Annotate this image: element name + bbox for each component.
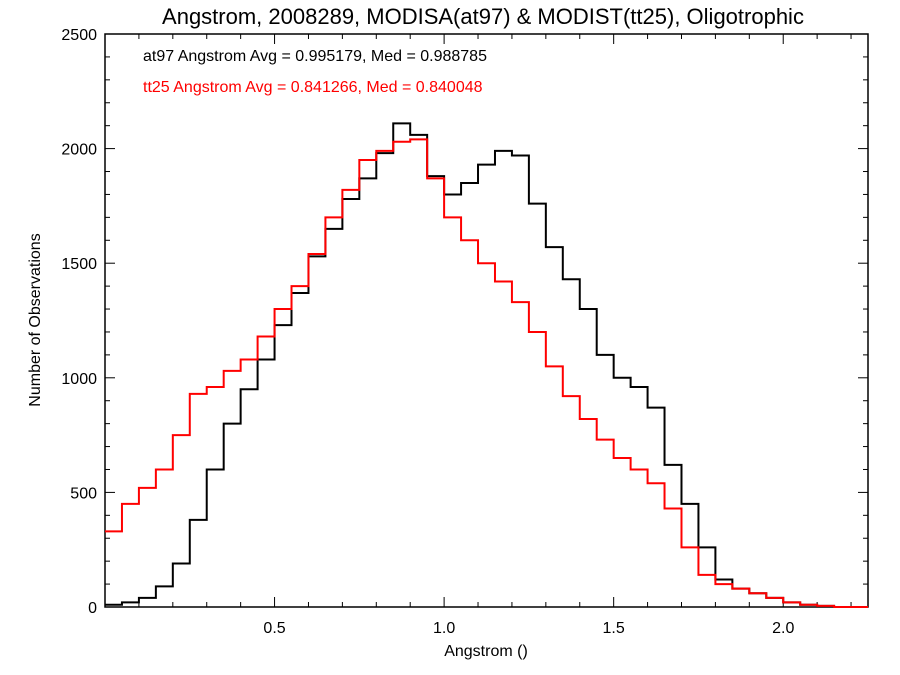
x-axis-label: Angstrom () <box>444 643 528 660</box>
at97-histogram-line <box>105 122 868 608</box>
y-axis: 0 500 1000 1500 2000 2500 <box>61 27 868 617</box>
y-axis-label: Number of Observations <box>27 233 44 406</box>
chart-title: Angstrom, 2008289, MODISA(at97) & MODIST… <box>162 4 804 29</box>
y-tick-label: 500 <box>70 485 97 502</box>
at97-stats-annotation: at97 Angstrom Avg = 0.995179, Med = 0.98… <box>143 48 487 65</box>
y-tick-label: 2500 <box>61 27 97 44</box>
x-tick-label: 0.5 <box>263 620 285 637</box>
y-tick-label: 2000 <box>61 142 97 159</box>
x-tick-label: 2.0 <box>772 620 794 637</box>
tt25-stats-annotation: tt25 Angstrom Avg = 0.841266, Med = 0.84… <box>143 79 483 96</box>
series-layer <box>105 122 868 608</box>
tt25-histogram-line <box>105 138 868 608</box>
x-tick-label: 1.5 <box>603 620 625 637</box>
x-axis: 0.5 1.0 1.5 2.0 <box>138 34 852 637</box>
x-tick-label: 1.0 <box>433 620 455 637</box>
y-tick-label: 0 <box>88 600 97 617</box>
y-tick-label: 1000 <box>61 371 97 388</box>
y-tick-label: 1500 <box>61 256 97 273</box>
plot-frame <box>104 33 869 608</box>
